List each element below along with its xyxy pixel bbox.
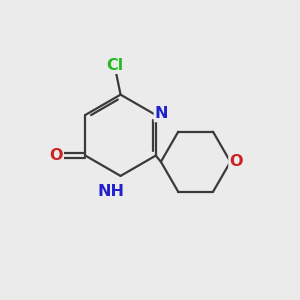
Text: O: O (230, 154, 243, 169)
Text: NH: NH (98, 184, 124, 199)
Text: O: O (49, 148, 63, 163)
Text: Cl: Cl (106, 58, 124, 73)
Text: N: N (155, 106, 168, 121)
